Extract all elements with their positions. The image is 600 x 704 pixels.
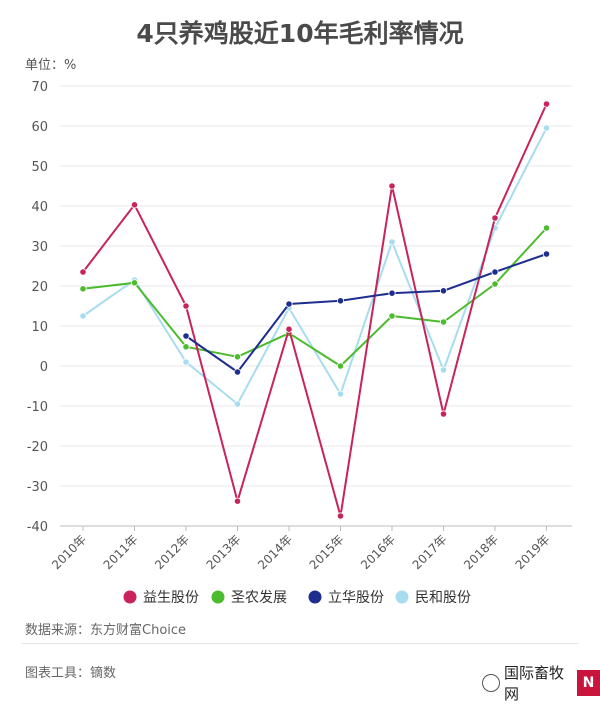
data-point: [439, 318, 448, 326]
data-point: [388, 238, 396, 246]
data-point: [79, 312, 87, 320]
data-source: 数据来源：东方财富Choice: [25, 623, 187, 638]
data-point: [233, 368, 242, 376]
data-point: [336, 362, 345, 370]
data-point: [233, 400, 242, 408]
y-tick-label: -10: [27, 400, 48, 415]
series-line: [185, 253, 547, 373]
legend-swatch: [395, 590, 409, 604]
data-point: [336, 297, 345, 305]
legend-swatch: [123, 590, 137, 604]
data-point: [542, 100, 551, 108]
y-tick-label: 60: [31, 120, 48, 135]
legend-item[interactable]: 益生股份: [123, 590, 200, 606]
chart-title: 4只养鸡股近10年毛利率情况: [136, 19, 464, 48]
y-tick-label: 50: [31, 160, 48, 175]
data-point: [388, 289, 396, 297]
divider: [22, 643, 578, 644]
legend[interactable]: 益生股份 圣农发展 立华股份 民和股份: [123, 590, 472, 606]
x-tick-label: 2016年: [358, 532, 398, 572]
x-tick-label: 2017年: [410, 532, 450, 572]
data-point: [542, 250, 551, 258]
x-tick-label: 2010年: [49, 532, 89, 572]
legend-swatch: [308, 590, 322, 604]
series-line: [82, 103, 548, 517]
y-tick-label: 40: [31, 200, 48, 215]
legend-label: 民和股份: [415, 590, 471, 606]
data-point: [79, 268, 87, 276]
x-tick-label: 2011年: [101, 532, 141, 572]
legend-item[interactable]: 民和股份: [395, 590, 472, 606]
legend-label: 益生股份: [143, 590, 199, 606]
data-point: [285, 325, 293, 333]
legend-swatch: [211, 590, 225, 604]
y-tick-label: -20: [27, 440, 48, 455]
watermark-logo: N: [576, 670, 600, 696]
series-layer: [79, 100, 551, 520]
legend-label: 圣农发展: [231, 590, 287, 606]
y-tick-label: -40: [27, 520, 48, 535]
data-point: [336, 512, 345, 520]
y-tick-label: 0: [40, 360, 48, 375]
wechat-icon: [482, 674, 501, 692]
data-point: [130, 201, 139, 209]
y-tick-label: 30: [31, 240, 48, 255]
y-tick-label: 10: [31, 320, 48, 335]
watermark: 国际畜牧网 N: [482, 662, 600, 704]
watermark-text: 国际畜牧网: [504, 664, 565, 703]
data-point: [542, 224, 551, 232]
data-point: [79, 285, 87, 293]
data-point: [542, 124, 551, 132]
x-tick-label: 2013年: [204, 532, 244, 572]
data-point: [388, 182, 396, 190]
y-tick-label: 20: [31, 280, 48, 295]
data-point: [233, 353, 242, 361]
data-point: [233, 497, 242, 505]
data-point: [182, 343, 190, 351]
chart-tool: 图表工具：镝数: [25, 666, 117, 681]
data-point: [285, 300, 293, 308]
data-point: [182, 358, 190, 366]
x-tick-label: 2012年: [152, 532, 192, 572]
x-tick-label: 2015年: [307, 532, 347, 572]
legend-item[interactable]: 立华股份: [308, 590, 385, 606]
series-3: [182, 250, 551, 376]
data-point: [182, 302, 190, 310]
data-point: [130, 279, 139, 287]
legend-item[interactable]: 圣农发展: [211, 590, 288, 606]
data-point: [491, 268, 499, 276]
data-point: [491, 214, 499, 222]
data-point: [182, 332, 190, 340]
series-1: [79, 100, 551, 520]
legend-label: 立华股份: [328, 590, 384, 606]
grid-layer: [60, 85, 572, 527]
data-point: [388, 312, 396, 320]
unit-label: 单位：%: [25, 58, 77, 73]
series-line: [82, 227, 548, 367]
y-tick-label: -30: [27, 480, 48, 495]
data-point: [439, 366, 448, 374]
x-tick-label: 2014年: [255, 532, 295, 572]
x-tick-label: 2018年: [461, 532, 501, 572]
data-point: [491, 280, 499, 288]
y-tick-label: 70: [31, 80, 48, 95]
data-point: [439, 410, 448, 418]
data-point: [336, 390, 345, 398]
data-point: [439, 287, 448, 295]
series-2: [79, 224, 551, 370]
series-4: [79, 124, 551, 408]
x-tick-label: 2019年: [513, 532, 553, 572]
series-line: [82, 127, 548, 405]
